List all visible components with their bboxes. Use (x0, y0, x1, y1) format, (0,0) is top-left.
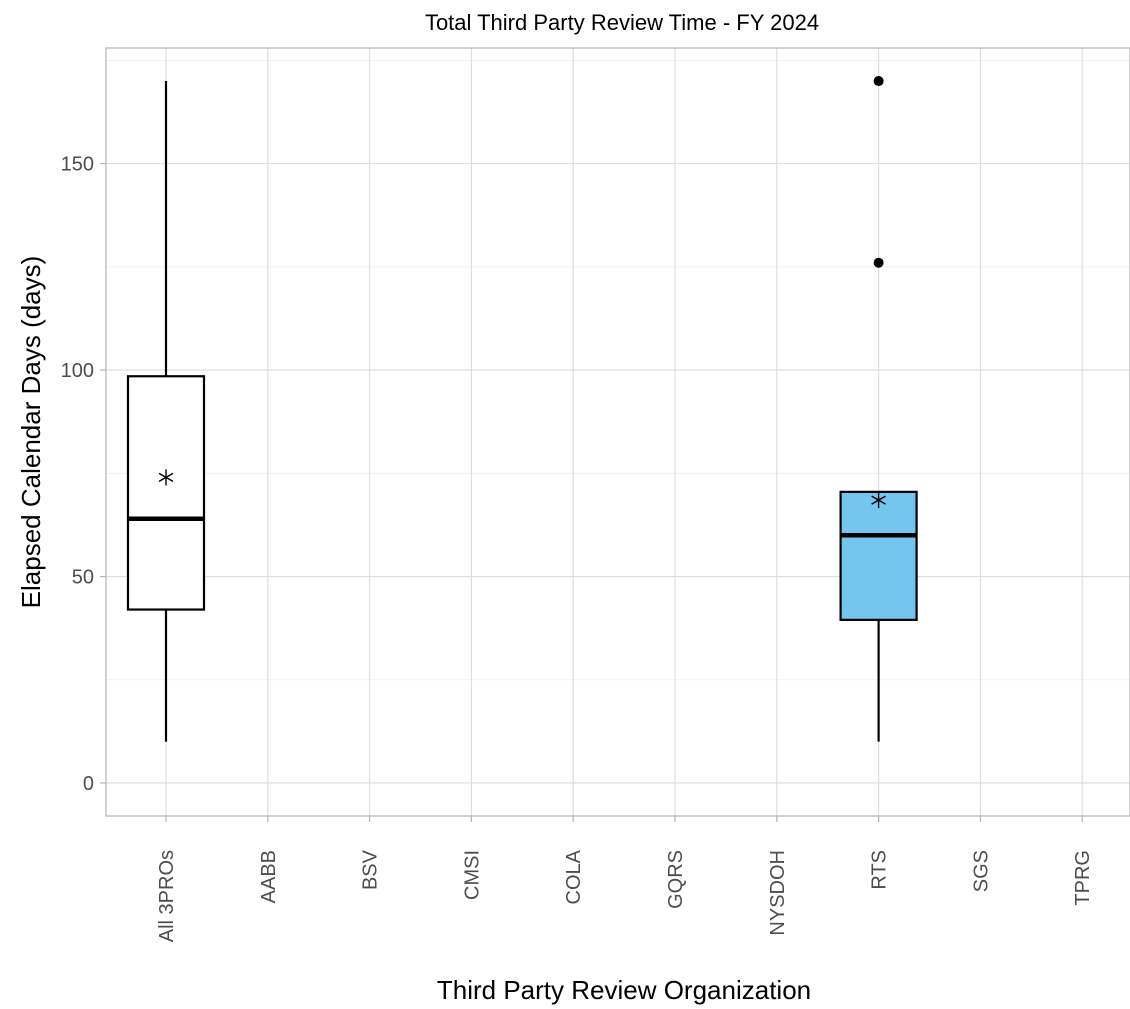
y-axis-label: Elapsed Calendar Days (days) (16, 256, 46, 609)
x-tick-label: All 3PROs (156, 850, 178, 942)
mean-marker (158, 469, 174, 486)
chart-title: Total Third Party Review Time - FY 2024 (425, 10, 819, 35)
y-axis: 0 50 100 150 (61, 154, 106, 795)
y-tick-label: 150 (61, 154, 94, 176)
box-rts (839, 76, 918, 742)
y-tick-label: 50 (72, 567, 94, 589)
x-tick-label: NYSDOH (767, 850, 789, 936)
box-body (839, 490, 918, 621)
y-tick-label: 100 (61, 360, 94, 382)
x-tick-label: COLA (563, 849, 585, 904)
outlier-point (873, 257, 884, 268)
mean-stroke (871, 495, 886, 505)
boxes (126, 76, 918, 742)
y-tick-label: 0 (83, 773, 94, 795)
x-tick-label: TPRG (1072, 850, 1094, 906)
x-tick-label: BSV (360, 849, 382, 890)
outlier-point (873, 76, 884, 87)
panel-border (105, 47, 1130, 817)
x-tick-label: SGS (970, 850, 992, 892)
grid (106, 48, 1130, 816)
x-tick-label: CMSI (461, 850, 483, 900)
mean-marker (871, 492, 886, 509)
x-axis: All 3PROs AABB BSV CMSI COLA GQRS NYSDOH RTS SGS… (156, 816, 1094, 942)
mean-stroke (158, 472, 174, 483)
x-tick-label: GQRS (665, 850, 687, 909)
x-tick-label: AABB (258, 850, 280, 903)
box-all-3pros (126, 81, 206, 742)
box-body (126, 375, 206, 611)
x-tick-label: RTS (869, 850, 891, 890)
x-axis-label: Third Party Review Organization (437, 975, 811, 1005)
